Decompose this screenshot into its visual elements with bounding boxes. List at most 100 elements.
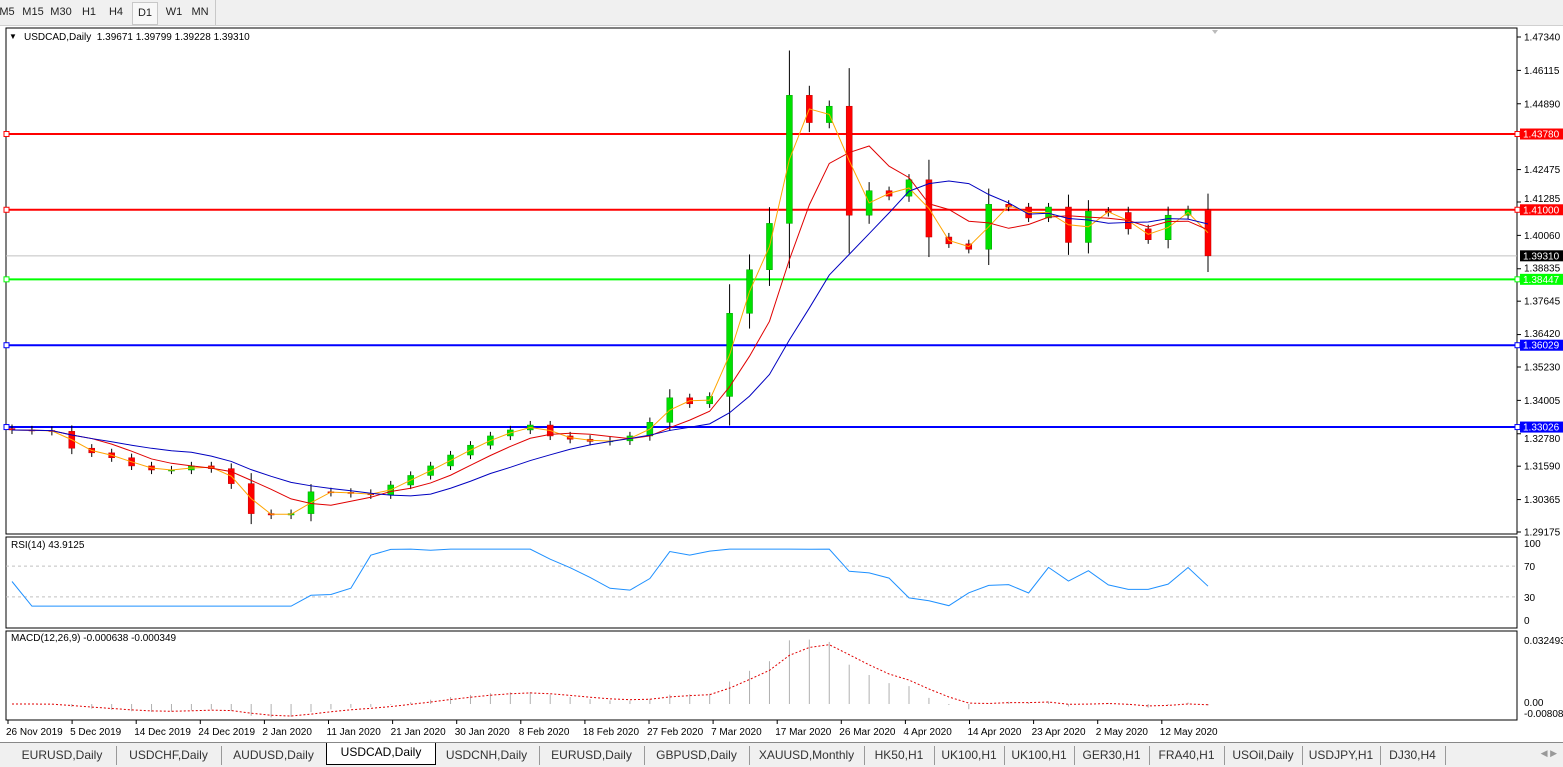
rsi-tick-label: 70 bbox=[1524, 562, 1536, 573]
line-handle[interactable] bbox=[3, 131, 10, 138]
collapse-triangle-icon[interactable]: ▼ bbox=[9, 32, 17, 41]
ma-slow-line bbox=[11, 180, 1209, 497]
y-tick-label: 1.40060 bbox=[1524, 231, 1561, 242]
x-tick-label: 21 Jan 2020 bbox=[391, 727, 446, 738]
y-tick-label: 1.29175 bbox=[1524, 528, 1561, 539]
line-price-badge bbox=[1520, 128, 1563, 140]
current-price-label: 1.39310 bbox=[1523, 251, 1560, 262]
tab-usoil-daily[interactable]: USOil,Daily bbox=[1224, 746, 1303, 765]
chart-header: ▼ USDCAD,Daily 1.39671 1.39799 1.39228 1… bbox=[9, 32, 250, 43]
tab-eurusd-daily[interactable]: EURUSD,Daily bbox=[8, 746, 117, 765]
tab-usdcnh-daily[interactable]: USDCNH,Daily bbox=[434, 746, 540, 765]
y-tick-label: 1.47340 bbox=[1524, 33, 1561, 44]
y-tick-label: 1.37645 bbox=[1524, 297, 1561, 308]
line-price-label: 1.41000 bbox=[1523, 205, 1560, 216]
line-price-badge bbox=[1520, 339, 1563, 351]
tab-ger30-h1[interactable]: GER30,H1 bbox=[1074, 746, 1150, 765]
timeframe-mn[interactable]: MN bbox=[191, 6, 209, 18]
x-tick-label: 5 Dec 2019 bbox=[70, 727, 122, 738]
y-tick-label: 1.35230 bbox=[1524, 363, 1561, 374]
y-tick-label: 1.36420 bbox=[1524, 329, 1561, 340]
x-tick-label: 26 Mar 2020 bbox=[839, 727, 896, 738]
line-handle[interactable] bbox=[1514, 424, 1521, 431]
timeframe-m30[interactable]: M30 bbox=[50, 6, 72, 18]
line-handle[interactable] bbox=[1514, 276, 1521, 283]
x-tick-label: 24 Dec 2019 bbox=[198, 727, 255, 738]
timeframe-h4[interactable]: H4 bbox=[108, 6, 124, 18]
y-tick-label: 1.34005 bbox=[1524, 396, 1561, 407]
line-handle[interactable] bbox=[1514, 342, 1521, 349]
price-chart[interactable]: 1.47340 1.46115 1.44890 1.42475 1.41285 1.400… bbox=[0, 0, 1563, 742]
chart-tabs: EURUSD,Daily USDCHF,Daily AUDUSD,Daily USDC… bbox=[0, 742, 1563, 767]
line-price-badge bbox=[1520, 273, 1563, 285]
rsi-tick-label: 0 bbox=[1524, 616, 1530, 627]
x-tick-label: 12 May 2020 bbox=[1160, 727, 1218, 738]
tab-eurusd-daily[interactable]: EURUSD,Daily bbox=[539, 746, 645, 765]
tab-usdcad-daily[interactable]: USDCAD,Daily bbox=[326, 743, 436, 765]
timeframe-d1[interactable]: D1 bbox=[132, 2, 158, 25]
x-tick-label: 11 Jan 2020 bbox=[327, 727, 382, 738]
x-tick-label: 14 Dec 2019 bbox=[134, 727, 191, 738]
line-price-badge bbox=[1520, 204, 1563, 216]
line-price-badge bbox=[1520, 421, 1563, 433]
y-tick-label: 1.38835 bbox=[1524, 263, 1561, 274]
y-tick-label: 1.44890 bbox=[1524, 99, 1561, 110]
line-handle[interactable] bbox=[3, 206, 10, 213]
rsi-pane bbox=[5, 536, 1518, 629]
tab-audusd-daily[interactable]: AUDUSD,Daily bbox=[221, 746, 327, 765]
price-pane bbox=[5, 27, 1518, 535]
x-tick-label: 18 Feb 2020 bbox=[583, 727, 640, 738]
line-handle[interactable] bbox=[3, 424, 10, 431]
timeframe-m5[interactable]: M5 bbox=[0, 6, 15, 18]
tab-fra40-h1[interactable]: FRA40,H1 bbox=[1149, 746, 1225, 765]
tab-hk50-h1[interactable]: HK50,H1 bbox=[864, 746, 935, 765]
line-handle[interactable] bbox=[1514, 131, 1521, 138]
y-tick-label: 1.31590 bbox=[1524, 462, 1561, 473]
y-tick-label: 1.41285 bbox=[1524, 194, 1561, 205]
line-handle[interactable] bbox=[3, 342, 10, 349]
rsi-line bbox=[11, 548, 1209, 607]
y-tick-label: 1.42475 bbox=[1524, 165, 1561, 176]
symbol-label: USDCAD,Daily bbox=[24, 32, 92, 43]
rsi-tick-label: 100 bbox=[1524, 539, 1541, 550]
rsi-tick-label: 30 bbox=[1524, 593, 1536, 604]
x-tick-label: 14 Apr 2020 bbox=[968, 727, 1022, 738]
tab-dj30-h4[interactable]: DJ30,H4 bbox=[1380, 746, 1446, 765]
ohlc-values: 1.39671 1.39799 1.39228 1.39310 bbox=[96, 32, 250, 43]
tab-uk100-h1[interactable]: UK100,H1 bbox=[1004, 746, 1075, 765]
x-tick-label: 7 Mar 2020 bbox=[711, 727, 762, 738]
line-handle[interactable] bbox=[3, 276, 10, 283]
line-price-label: 1.43780 bbox=[1523, 130, 1560, 141]
x-tick-label: 17 Mar 2020 bbox=[775, 727, 832, 738]
tab-scroll-arrows-icon[interactable]: ◀ ▶ bbox=[1540, 748, 1557, 758]
rsi-label: RSI(14) 43.9125 bbox=[11, 540, 85, 551]
x-tick-label: 2 May 2020 bbox=[1096, 727, 1149, 738]
tab-usdchf-daily[interactable]: USDCHF,Daily bbox=[116, 746, 222, 765]
line-price-label: 1.33026 bbox=[1523, 423, 1560, 434]
tab-uk100-h1[interactable]: UK100,H1 bbox=[934, 746, 1005, 765]
ma-mid-line bbox=[11, 145, 1209, 506]
line-handle[interactable] bbox=[1514, 206, 1521, 213]
x-tick-label: 26 Nov 2019 bbox=[6, 727, 63, 738]
macd-label: MACD(12,26,9) -0.000638 -0.000349 bbox=[11, 633, 177, 644]
x-tick-label: 8 Feb 2020 bbox=[519, 727, 570, 738]
toolbar-separator bbox=[215, 0, 216, 25]
macd-tick-label: 0.00 bbox=[1524, 698, 1544, 709]
tab-gbpusd-daily[interactable]: GBPUSD,Daily bbox=[644, 746, 750, 765]
timeframe-h1[interactable]: H1 bbox=[81, 6, 97, 18]
timeframe-m15[interactable]: M15 bbox=[22, 6, 44, 18]
current-price-badge bbox=[1520, 250, 1563, 262]
x-tick-label: 2 Jan 2020 bbox=[262, 727, 312, 738]
y-tick-label: 1.46115 bbox=[1524, 66, 1560, 77]
line-price-label: 1.36029 bbox=[1523, 341, 1560, 352]
tab-xauusd-monthly[interactable]: XAUUSD,Monthly bbox=[749, 746, 865, 765]
tab-usdjpy-h1[interactable]: USDJPY,H1 bbox=[1302, 746, 1381, 765]
macd-tick-label: 0.032493 bbox=[1524, 636, 1563, 647]
timeframe-toolbar: M5 M15 M30 H1 H4 D1 W1 MN bbox=[0, 0, 1563, 26]
line-price-label: 1.38447 bbox=[1523, 275, 1560, 286]
x-tick-label: 30 Jan 2020 bbox=[455, 727, 510, 738]
x-tick-label: 27 Feb 2020 bbox=[647, 727, 704, 738]
x-tick-label: 4 Apr 2020 bbox=[903, 727, 952, 738]
timeframe-w1[interactable]: W1 bbox=[165, 6, 183, 18]
x-tick-label: 23 Apr 2020 bbox=[1032, 727, 1086, 738]
